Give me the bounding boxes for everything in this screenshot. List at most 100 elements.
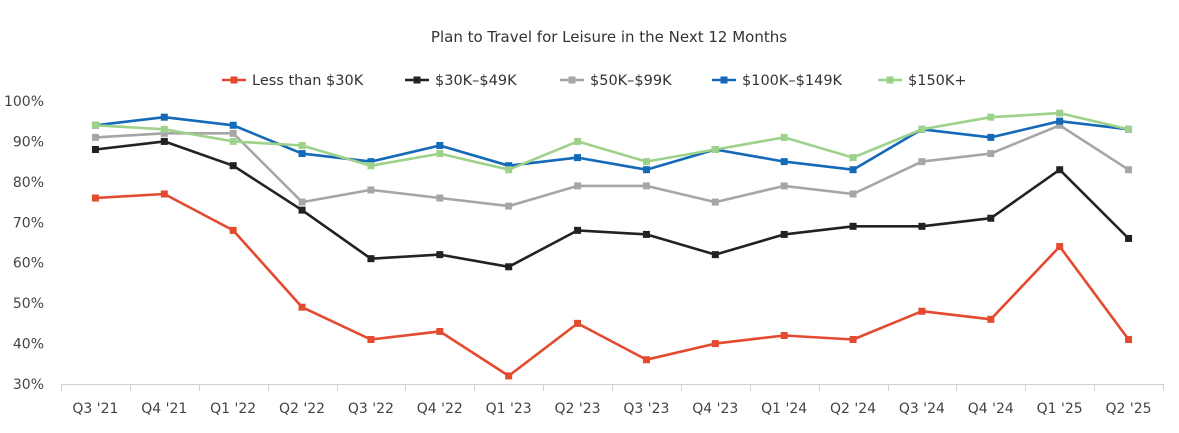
data-point (711, 198, 719, 206)
data-point (849, 190, 857, 198)
data-point (229, 137, 237, 145)
y-tick-label: 80% (13, 175, 44, 191)
x-tick-label: Q4 '21 (141, 401, 187, 417)
data-point (711, 340, 719, 348)
series (91, 121, 1133, 210)
data-point (91, 133, 99, 141)
data-point (298, 150, 306, 158)
data-point (1125, 234, 1133, 242)
data-point (642, 230, 650, 238)
data-point (849, 336, 857, 344)
data-point (987, 315, 995, 323)
y-tick-label: 90% (13, 134, 44, 150)
data-point (1125, 336, 1133, 344)
y-tick-label: 30% (13, 377, 44, 393)
x-tick-label: Q3 '21 (72, 401, 118, 417)
data-point (367, 186, 375, 194)
data-point (987, 150, 995, 158)
data-point (1056, 121, 1064, 129)
data-point (229, 121, 237, 129)
series-line (95, 192, 1130, 378)
data-point (642, 356, 650, 364)
x-tick-label: Q2 '22 (279, 401, 325, 417)
data-point (1056, 166, 1064, 174)
legend-swatch-marker (568, 76, 576, 84)
data-point (505, 166, 513, 174)
data-point (1125, 125, 1133, 133)
data-point (1056, 243, 1064, 251)
data-point (574, 319, 582, 327)
data-point (298, 198, 306, 206)
legend-label: $50K–$99K (590, 73, 672, 89)
data-point (1056, 109, 1064, 117)
series (91, 109, 1133, 174)
chart-title: Plan to Travel for Leisure in the Next 1… (431, 28, 787, 46)
data-point (642, 166, 650, 174)
x-tick-label: Q1 '25 (1037, 401, 1083, 417)
data-point (918, 307, 926, 315)
data-point (642, 182, 650, 190)
data-point (298, 141, 306, 149)
data-point (229, 226, 237, 234)
data-point (91, 194, 99, 202)
legend-item: Less than $30K (222, 73, 364, 89)
data-point (436, 251, 444, 259)
data-point (574, 226, 582, 234)
x-tick-label: Q1 '22 (210, 401, 256, 417)
legend-item: $50K–$99K (560, 73, 672, 89)
x-tick-label: Q2 '25 (1106, 401, 1152, 417)
data-point (711, 146, 719, 154)
data-point (574, 154, 582, 162)
data-point (436, 141, 444, 149)
y-tick-label: 70% (13, 215, 44, 231)
data-point (987, 113, 995, 121)
series (91, 137, 1133, 271)
data-point (367, 255, 375, 263)
data-point (918, 222, 926, 230)
y-tick-label: 50% (13, 296, 44, 312)
x-tick-label: Q2 '23 (555, 401, 601, 417)
y-tick-label: 100% (4, 94, 44, 110)
data-point (229, 129, 237, 137)
data-point (987, 133, 995, 141)
data-point (849, 166, 857, 174)
data-point (574, 182, 582, 190)
y-tick-label: 40% (13, 337, 44, 353)
legend: Less than $30K $30K–$49K $50K–$99K $100K–$1… (222, 73, 967, 89)
legend-label: Less than $30K (252, 73, 364, 89)
x-tick-label: Q4 '23 (692, 401, 738, 417)
x-tick-label: Q1 '23 (486, 401, 532, 417)
data-point (849, 154, 857, 162)
data-point (505, 202, 513, 210)
y-axis: 30% 40% 50% 60% 70% 80% 90% 100% (4, 94, 44, 393)
data-point (91, 146, 99, 154)
legend-swatch-marker (886, 76, 894, 84)
series (91, 190, 1133, 380)
series-line (95, 111, 1129, 171)
x-tick-label: Q3 '23 (623, 401, 669, 417)
data-point (229, 162, 237, 170)
x-tick-label: Q2 '24 (830, 401, 876, 417)
data-point (367, 162, 375, 170)
legend-label: $150K+ (908, 73, 967, 89)
legend-item: $100K–$149K (712, 73, 843, 89)
legend-swatch-marker (413, 76, 421, 84)
data-point (1056, 117, 1064, 125)
data-point (298, 303, 306, 311)
x-tick-label: Q3 '24 (899, 401, 945, 417)
data-point (160, 125, 168, 133)
data-point (711, 251, 719, 259)
data-point (780, 133, 788, 141)
data-point (780, 230, 788, 238)
x-axis: Q3 '21 Q4 '21 Q1 '22 Q2 '22 Q3 '22 Q4 '22 Q1 '… (61, 384, 1164, 417)
data-point (918, 125, 926, 133)
legend-label: $30K–$49K (435, 73, 517, 89)
data-point (436, 194, 444, 202)
data-point (436, 327, 444, 335)
data-point (505, 372, 513, 380)
y-tick-label: 60% (13, 256, 44, 272)
legend-swatch-marker (720, 76, 728, 84)
data-point (574, 137, 582, 145)
x-tick-label: Q3 '22 (348, 401, 394, 417)
